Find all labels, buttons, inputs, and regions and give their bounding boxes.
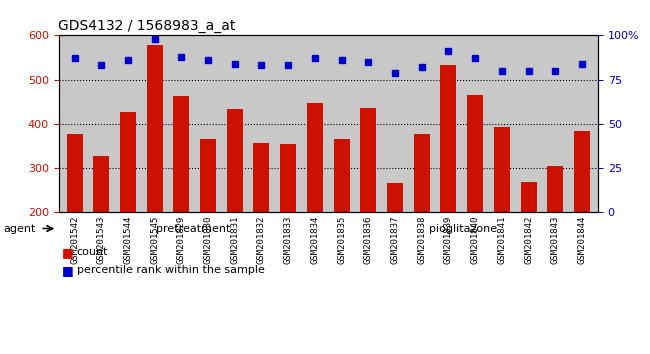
Bar — [120, 112, 136, 212]
Text: pretreatment: pretreatment — [156, 223, 231, 234]
Bar — [494, 127, 510, 212]
Bar — [93, 156, 109, 212]
Bar — [333, 139, 350, 212]
Bar — [280, 144, 296, 212]
Bar — [307, 103, 323, 212]
Bar — [66, 133, 83, 212]
Bar — [227, 109, 243, 212]
Bar — [441, 65, 456, 212]
Bar — [467, 95, 483, 212]
Bar — [547, 166, 564, 212]
Bar — [413, 133, 430, 212]
Text: agent: agent — [3, 223, 36, 234]
Text: pioglitazone: pioglitazone — [429, 223, 497, 234]
Bar — [521, 182, 536, 212]
Bar — [254, 143, 270, 212]
Bar — [387, 183, 403, 212]
Bar — [174, 96, 189, 212]
Text: ■: ■ — [62, 264, 73, 276]
Text: count: count — [77, 247, 108, 257]
Text: GDS4132 / 1568983_a_at: GDS4132 / 1568983_a_at — [58, 19, 236, 33]
Bar — [574, 131, 590, 212]
Text: ■: ■ — [62, 246, 73, 259]
Text: percentile rank within the sample: percentile rank within the sample — [77, 265, 265, 275]
Bar — [200, 139, 216, 212]
Bar — [360, 108, 376, 212]
Bar — [147, 45, 162, 212]
